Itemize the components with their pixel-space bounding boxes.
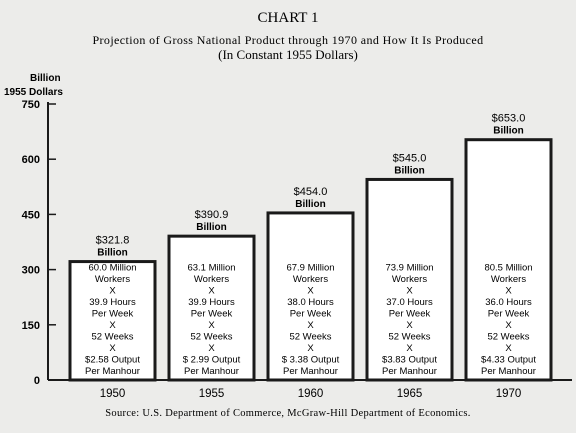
bar-1970 xyxy=(464,138,553,382)
bar-detail-line: 38.0 Hours xyxy=(287,297,334,308)
bar-detail-line: $4.33 Output xyxy=(481,355,536,366)
bar-1960 xyxy=(266,211,355,382)
y-axis-label-line1: Billion xyxy=(30,73,61,84)
bar-detail-line: X xyxy=(406,286,413,297)
bar-value-label: $454.0 xyxy=(294,186,328,198)
y-tick-label: 150 xyxy=(22,320,40,332)
y-tick-label: 300 xyxy=(22,265,40,277)
chart-subtitle-units: (In Constant 1955 Dollars) xyxy=(218,47,358,62)
bar-detail-line: X xyxy=(208,286,215,297)
bar-detail-line: Workers xyxy=(293,274,328,285)
bar-detail-line: 52 Weeks xyxy=(91,332,133,343)
bar-value-unit: Billion xyxy=(196,222,227,233)
bar-detail-line: Per Manhour xyxy=(85,366,140,377)
bar-detail-line: X xyxy=(307,320,314,331)
bar-value-label: $390.9 xyxy=(195,209,229,221)
bar-detail-line: Per Week xyxy=(92,309,134,320)
bar-detail-line: X xyxy=(109,320,116,331)
bar-detail-line: 39.9 Hours xyxy=(89,297,136,308)
bar-detail-line: X xyxy=(307,343,314,354)
x-tick-label: 1970 xyxy=(496,388,522,400)
bar-detail-line: Per Week xyxy=(389,309,431,320)
bar-detail-line: $3.83 Output xyxy=(382,355,437,366)
bar-detail-line: 63.1 Million xyxy=(187,263,235,274)
chart-source-note: Source: U.S. Department of Commerce, McG… xyxy=(105,408,470,419)
bar-detail-line: Per Manhour xyxy=(283,366,338,377)
bar-1955 xyxy=(167,234,256,382)
bar-value-unit: Billion xyxy=(295,199,326,210)
bar-1950 xyxy=(68,260,157,382)
bar-detail-line: $ 3.38 Output xyxy=(282,355,340,366)
bar-detail-line: 52 Weeks xyxy=(487,332,529,343)
bar-detail-line: X xyxy=(109,286,116,297)
bar-detail-line: X xyxy=(307,286,314,297)
y-axis-label-line2: 1955 Dollars xyxy=(4,87,63,98)
bar-value-label: $653.0 xyxy=(492,113,526,125)
x-tick-label: 1960 xyxy=(298,388,324,400)
bar-value-unit: Billion xyxy=(394,165,425,176)
x-tick-label: 1965 xyxy=(397,388,423,400)
x-tick-label: 1955 xyxy=(199,388,225,400)
y-ticks-group: 0 150 300 450 600 750 xyxy=(22,99,56,387)
bar-detail-line: Workers xyxy=(491,274,526,285)
y-tick-label: 0 xyxy=(34,375,40,387)
bar-detail-line: 67.9 Million xyxy=(286,263,334,274)
y-tick-label: 750 xyxy=(22,99,40,111)
bar-detail-line: 52 Weeks xyxy=(388,332,430,343)
bar-detail-line: X xyxy=(406,320,413,331)
bar-detail-line: 36.0 Hours xyxy=(485,297,532,308)
bar-value-unit: Billion xyxy=(97,248,128,259)
chart-title: CHART 1 xyxy=(258,10,319,26)
bar-detail-line: Workers xyxy=(194,274,229,285)
bar-detail-line: X xyxy=(208,343,215,354)
bar-detail-line: X xyxy=(505,343,512,354)
bar-detail-line: Per Week xyxy=(191,309,233,320)
bar-detail-line: Per Week xyxy=(290,309,332,320)
bar-detail-line: 73.9 Million xyxy=(385,263,433,274)
bar-value-unit: Billion xyxy=(493,126,524,137)
bar-1965 xyxy=(365,177,454,382)
bar-detail-line: X xyxy=(406,343,413,354)
bar-detail-line: Per Manhour xyxy=(382,366,437,377)
bar-detail-line: 52 Weeks xyxy=(190,332,232,343)
y-tick-label: 600 xyxy=(22,154,40,166)
bar-detail-line: $2.58 Output xyxy=(85,355,140,366)
bar-value-label: $321.8 xyxy=(96,235,130,247)
bar-detail-line: 60.0 Million xyxy=(88,263,136,274)
bar-detail-line: Workers xyxy=(392,274,427,285)
y-tick-label: 450 xyxy=(22,209,40,221)
x-tick-label: 1950 xyxy=(100,388,126,400)
bar-detail-line: Per Manhour xyxy=(481,366,536,377)
bar-detail-line: Per Week xyxy=(488,309,530,320)
chart-subtitle: Projection of Gross National Product thr… xyxy=(92,33,483,47)
bar-detail-line: X xyxy=(208,320,215,331)
bar-detail-line: 52 Weeks xyxy=(289,332,331,343)
bar-detail-line: X xyxy=(109,343,116,354)
bar-detail-line: 39.9 Hours xyxy=(188,297,235,308)
bar-detail-line: 80.5 Million xyxy=(484,263,532,274)
bar-value-label: $545.0 xyxy=(393,152,427,164)
bar-detail-line: X xyxy=(505,320,512,331)
bar-detail-line: X xyxy=(505,286,512,297)
bar-detail-line: Workers xyxy=(95,274,130,285)
bar-detail-line: $ 2.99 Output xyxy=(183,355,241,366)
bar-detail-line: Per Manhour xyxy=(184,366,239,377)
bar-detail-line: 37.0 Hours xyxy=(386,297,433,308)
